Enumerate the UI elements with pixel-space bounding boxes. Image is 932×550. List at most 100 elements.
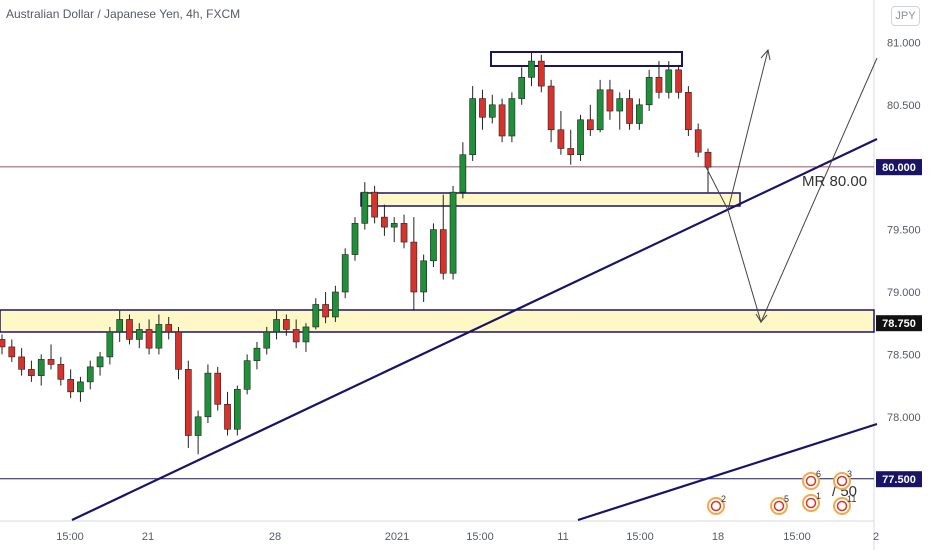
candle	[263, 326, 271, 355]
candle	[312, 298, 320, 330]
time-tick-label: 15:00	[783, 531, 811, 543]
economic-event-marker: 2	[707, 494, 726, 515]
candle	[469, 86, 477, 161]
price-tick-label: 81.000	[887, 37, 921, 49]
candle	[57, 356, 65, 386]
time-tick-label: 2021	[385, 531, 409, 543]
candle	[361, 182, 369, 230]
time-tick-label: 15:00	[626, 531, 654, 543]
candle	[233, 385, 241, 436]
event-count: 11	[847, 494, 856, 504]
candle	[537, 54, 545, 93]
candle	[292, 319, 300, 349]
candle	[430, 223, 437, 268]
candle	[508, 92, 516, 143]
time-tick-label: 28	[269, 531, 281, 543]
candle	[302, 323, 310, 352]
candle	[283, 314, 290, 336]
resistance-box	[490, 51, 683, 67]
projection-path-up	[705, 49, 769, 212]
candle	[390, 217, 398, 243]
event-count: 1	[816, 491, 821, 501]
annotation-mr: MR 80.00	[802, 173, 867, 190]
candle	[77, 376, 84, 402]
candle	[528, 52, 535, 87]
economic-event-marker: 11	[833, 494, 856, 515]
candle	[47, 344, 55, 370]
event-count: 2	[721, 494, 726, 504]
candle	[37, 354, 45, 386]
candle	[0, 334, 6, 355]
candle	[243, 354, 251, 395]
trend-line-lower	[577, 422, 878, 522]
candle	[18, 348, 25, 376]
event-count: 5	[784, 494, 789, 504]
candle	[616, 92, 624, 130]
economic-event-marker: 5	[770, 494, 789, 515]
event-count: 6	[816, 469, 821, 479]
candle	[145, 319, 153, 355]
candle	[606, 79, 614, 120]
candle	[332, 285, 339, 322]
candle	[28, 360, 35, 382]
economic-events-layer[interactable]: 2 6 3 1 5 11	[707, 469, 856, 515]
candle	[165, 316, 173, 340]
candle	[322, 292, 329, 324]
candle	[694, 123, 702, 158]
svg-text:77.500: 77.500	[882, 474, 916, 486]
candle	[567, 129, 575, 165]
projection-path-arrow-up	[760, 48, 771, 61]
svg-text:80.000: 80.000	[882, 162, 916, 174]
candle	[420, 254, 427, 302]
svg-text:78.750: 78.750	[882, 318, 916, 330]
time-tick-label: 2	[873, 531, 879, 543]
candle	[86, 360, 94, 390]
candle	[116, 310, 124, 342]
economic-event-marker: 1	[802, 491, 821, 512]
candle	[626, 89, 633, 130]
candle	[547, 79, 555, 143]
candle	[596, 79, 604, 133]
time-tick-label: 15:00	[466, 531, 494, 543]
candle	[685, 86, 692, 136]
candle	[273, 310, 280, 340]
candle	[675, 64, 682, 99]
candle	[586, 104, 594, 136]
candle	[126, 314, 133, 345]
candle	[194, 410, 202, 455]
price-tick-label: 78.500	[887, 349, 921, 361]
support-zone-79800	[360, 192, 741, 207]
candle	[518, 67, 526, 105]
time-tick-label: 11	[557, 531, 568, 543]
time-tick-label: 18	[712, 531, 724, 543]
price-tag: 78.750	[876, 315, 922, 332]
candle	[175, 326, 182, 380]
candle	[655, 61, 663, 99]
candle	[351, 217, 359, 261]
price-tick-label: 79.500	[887, 225, 921, 237]
trend-line-main	[71, 138, 878, 521]
time-tick-label: 21	[142, 531, 154, 543]
candle	[488, 94, 496, 124]
currency-badge[interactable]: JPY	[891, 6, 920, 26]
candle	[214, 366, 222, 411]
candle	[498, 98, 506, 143]
economic-event-marker: 3	[833, 469, 852, 490]
candle	[106, 326, 114, 365]
chart-title: Australian Dollar / Japanese Yen, 4h, FX…	[6, 7, 241, 21]
price-tag: 77.500	[876, 471, 922, 488]
candle	[439, 194, 447, 280]
candle	[253, 341, 261, 370]
economic-event-marker: 6	[802, 469, 821, 490]
candle	[410, 217, 418, 311]
candle	[135, 323, 143, 349]
candle	[204, 364, 212, 424]
projection-path-arrow-down	[755, 313, 768, 323]
candle	[371, 185, 378, 224]
candle	[449, 185, 457, 280]
candle	[459, 142, 467, 199]
price-tick-label: 79.000	[887, 287, 921, 299]
